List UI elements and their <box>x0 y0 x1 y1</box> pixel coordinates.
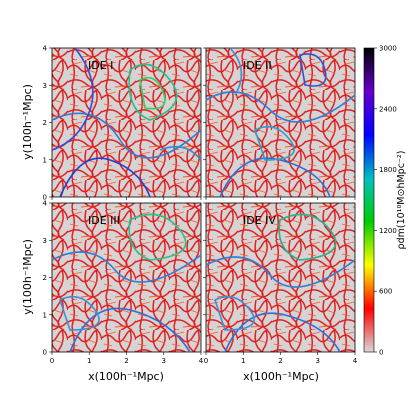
x-tick-label: 2 <box>278 357 282 365</box>
potential-contours <box>205 213 356 353</box>
x-tick-label: 1 <box>241 357 245 365</box>
panel-ide-2: IDE II <box>205 47 356 198</box>
panel-label: IDE I <box>88 59 113 72</box>
x-axis-label-left: x(100h⁻¹Mpc) <box>88 370 164 383</box>
y-tick-label: 2 <box>43 119 47 127</box>
colorbar-tick-label: 600 <box>379 288 392 296</box>
potential-contours <box>51 213 202 353</box>
y-tick-label: 1 <box>43 311 47 319</box>
x-tick-label: 3 <box>162 357 166 365</box>
y-tick-label: 4 <box>43 200 48 208</box>
y-tick-label: 3 <box>43 82 47 90</box>
colorbar: 0 600 1200 1800 2400 3000 ρdm(10¹⁰M⊙hMpc⁻²) <box>363 45 407 357</box>
density-map <box>205 202 356 353</box>
colorbar-ticks: 0 600 1200 1800 2400 3000 <box>374 45 397 357</box>
y-tick-label: 2 <box>43 274 47 282</box>
density-map <box>51 202 202 353</box>
y-axis-label-top: y(100h⁻¹Mpc) <box>21 84 34 160</box>
panel-label: IDE IV <box>243 214 276 227</box>
x-axis-label-right: x(100h⁻¹Mpc) <box>243 370 319 383</box>
colorbar-tick-label: 1200 <box>379 227 397 235</box>
colorbar-gradient <box>363 47 375 353</box>
y-axis-label-bottom: y(100h⁻¹Mpc) <box>21 239 34 315</box>
x-tick-label: 3 <box>316 357 320 365</box>
colorbar-tick-label: 0 <box>379 349 383 357</box>
colorbar-tick-label: 1800 <box>379 166 397 174</box>
y-tick-label: 3 <box>43 237 47 245</box>
panel-label: IDE III <box>88 214 120 227</box>
colorbar-tick-label: 2400 <box>379 105 397 113</box>
panel-label: IDE II <box>243 59 272 72</box>
potential-contours <box>205 47 356 198</box>
panel-ide-4: IDE IV <box>205 202 356 353</box>
density-map <box>205 47 356 198</box>
x-tick-label: 0 <box>204 357 208 365</box>
colorbar-label: ρdm(10¹⁰M⊙hMpc⁻²) <box>396 151 407 250</box>
density-map <box>51 47 202 198</box>
y-tick-label: 0 <box>43 349 47 357</box>
y-tick-label: 4 <box>43 45 48 53</box>
x-tick-label: 2 <box>124 357 128 365</box>
x-tick-label: 4 <box>199 357 204 365</box>
colorbar-tick-label: 3000 <box>379 45 397 53</box>
x-tick-label: 0 <box>50 357 54 365</box>
y-tick-label: 1 <box>43 156 47 164</box>
x-tick-label: 1 <box>87 357 91 365</box>
panel-ide-1: IDE I <box>51 47 202 198</box>
panel-ide-3: IDE III <box>51 202 202 353</box>
y-tick-label: 0 <box>43 194 47 202</box>
x-tick-label: 4 <box>353 357 358 365</box>
potential-contours <box>51 47 202 198</box>
